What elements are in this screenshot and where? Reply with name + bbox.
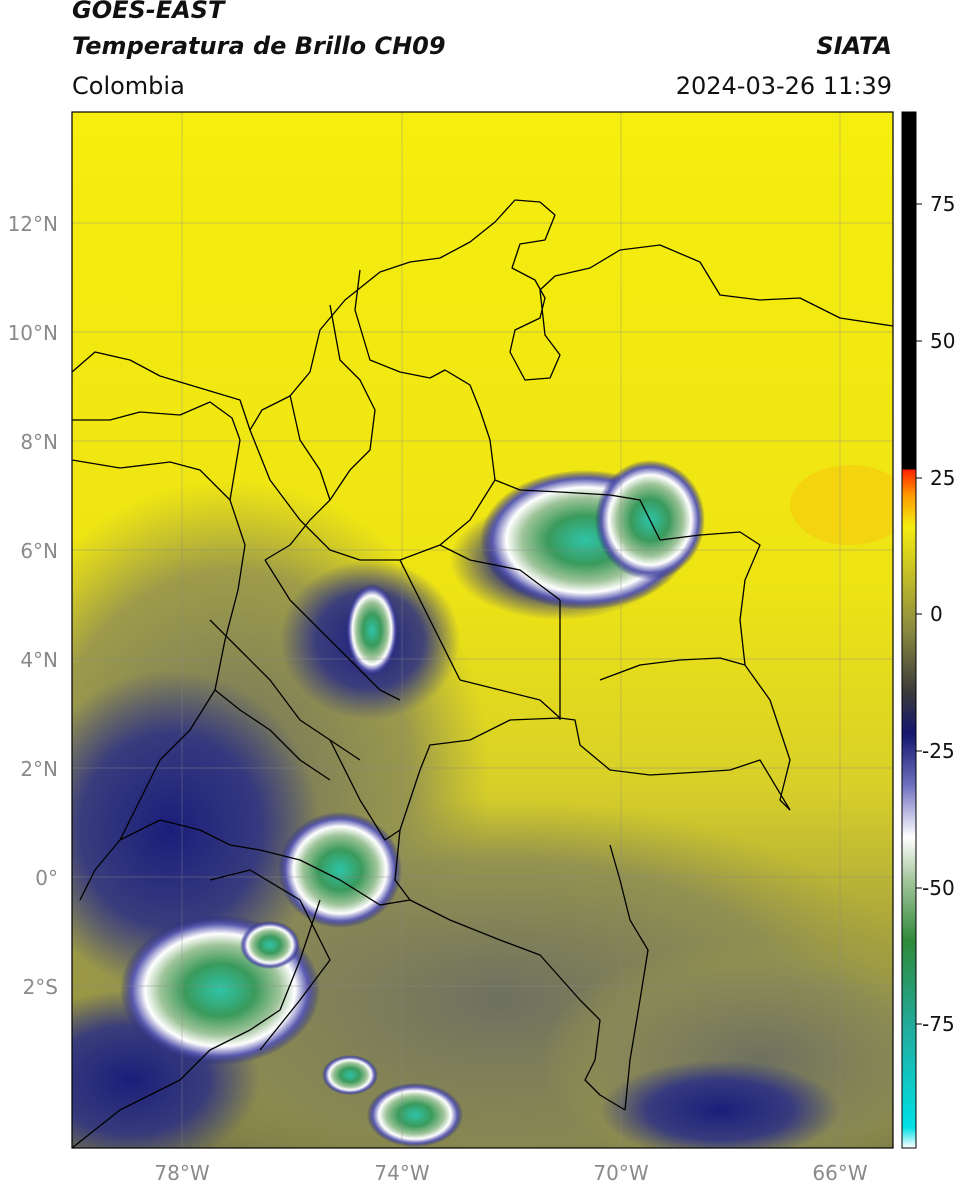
lon-label-74w: 74°W — [374, 1161, 429, 1185]
colorbar-tick-25: 25 — [930, 466, 955, 490]
lat-label-2s: 2°S — [23, 975, 58, 999]
latitude-labels: 12°N 10°N 8°N 6°N 4°N 2°N 0° 2°S — [8, 212, 58, 999]
colorbar-gradient — [902, 112, 916, 1148]
colorbar-tick-minus25: -25 — [922, 739, 955, 763]
colorbar-tick-50: 50 — [930, 329, 955, 353]
product-title: Temperatura de Brillo CH09 — [72, 32, 446, 60]
lon-label-66w: 66°W — [812, 1161, 867, 1185]
map-frame — [71, 111, 894, 1149]
brand-label: SIATA — [816, 32, 892, 60]
region-label: Colombia — [72, 72, 185, 100]
lat-label-0: 0° — [35, 866, 58, 890]
lat-label-2n: 2°N — [20, 757, 58, 781]
coastlines-and-borders — [72, 199, 893, 1148]
lon-label-78w: 78°W — [154, 1161, 209, 1185]
colorbar: 75 50 25 0 -25 -50 -75 — [901, 111, 955, 1149]
lat-label-6n: 6°N — [20, 539, 58, 563]
colorbar-tick-0: 0 — [930, 602, 943, 626]
lat-label-8n: 8°N — [20, 430, 58, 454]
colorbar-tick-75: 75 — [930, 192, 955, 216]
timestamp-label: 2024-03-26 11:39 — [675, 72, 892, 100]
lon-label-70w: 70°W — [593, 1161, 648, 1185]
colorbar-tick-minus50: -50 — [922, 876, 955, 900]
colorbar-tick-minus75: -75 — [922, 1012, 955, 1036]
longitude-labels: 78°W 74°W 70°W 66°W — [154, 1161, 867, 1185]
lat-label-12n: 12°N — [8, 212, 58, 236]
satellite-title: GOES-EAST — [72, 0, 225, 24]
lat-label-10n: 10°N — [8, 321, 58, 345]
lat-label-4n: 4°N — [20, 648, 58, 672]
brightness-temperature-field — [72, 112, 893, 1148]
graticule — [72, 112, 893, 1148]
colorbar-frame — [901, 111, 917, 1149]
